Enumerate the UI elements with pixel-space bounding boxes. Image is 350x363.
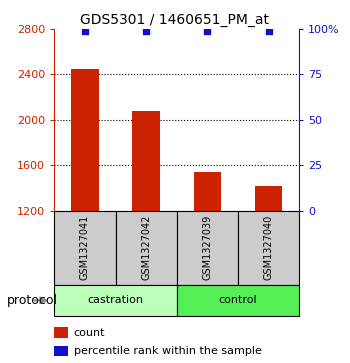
Text: GSM1327041: GSM1327041 [80, 215, 90, 280]
Point [144, 28, 149, 34]
Text: GSM1327042: GSM1327042 [141, 215, 151, 281]
Point [266, 28, 272, 34]
Point [204, 28, 210, 34]
Text: GDS5301 / 1460651_PM_at: GDS5301 / 1460651_PM_at [80, 13, 270, 27]
Bar [194, 172, 221, 211]
Bar [54, 211, 116, 285]
Bar [71, 69, 99, 211]
Bar [116, 211, 177, 285]
Text: count: count [74, 327, 105, 338]
Bar [54, 285, 177, 316]
Text: castration: castration [88, 295, 144, 305]
Bar [177, 211, 238, 285]
Bar [54, 346, 68, 356]
Bar [132, 111, 160, 211]
Point [82, 28, 88, 34]
Bar [177, 285, 299, 316]
Bar [54, 327, 68, 338]
Text: percentile rank within the sample: percentile rank within the sample [74, 346, 262, 356]
Bar [255, 185, 282, 211]
Text: GSM1327040: GSM1327040 [264, 215, 274, 280]
Bar [238, 211, 299, 285]
Text: control: control [219, 295, 257, 305]
Text: GSM1327039: GSM1327039 [202, 215, 212, 280]
Text: protocol: protocol [7, 294, 58, 307]
